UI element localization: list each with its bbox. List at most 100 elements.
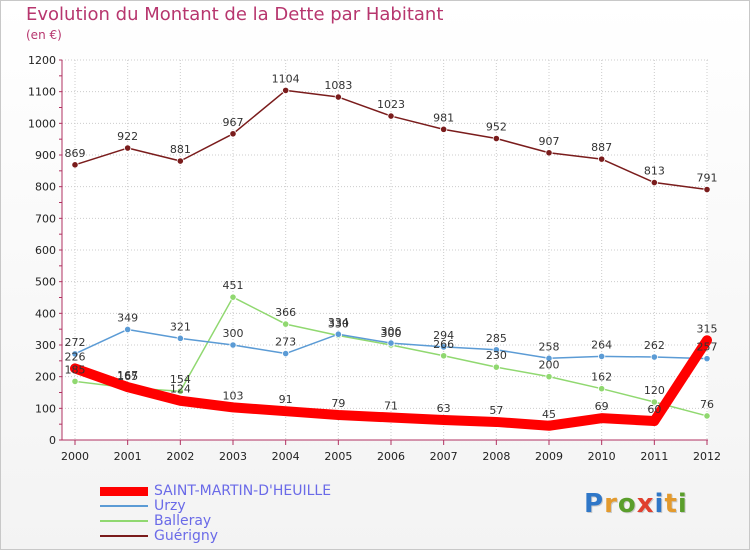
data-label: 226 bbox=[65, 350, 86, 363]
data-point bbox=[71, 377, 79, 386]
data-label: 300 bbox=[381, 327, 402, 340]
x-tick-label: 2010 bbox=[588, 450, 616, 463]
y-tick-label: 900 bbox=[35, 149, 56, 162]
chart-title: Evolution du Montant de la Dette par Hab… bbox=[26, 4, 444, 25]
data-label: 813 bbox=[644, 165, 665, 178]
data-point bbox=[544, 421, 554, 431]
data-label: 306 bbox=[381, 325, 402, 338]
data-point bbox=[598, 385, 606, 393]
data-point bbox=[703, 412, 711, 420]
data-point bbox=[124, 144, 132, 152]
legend-label: Urzy bbox=[154, 498, 186, 514]
data-point bbox=[545, 149, 553, 157]
data-label: 315 bbox=[697, 322, 718, 335]
y-tick-label: 1000 bbox=[28, 117, 56, 130]
data-label: 162 bbox=[591, 371, 612, 384]
y-tick-label: 300 bbox=[35, 339, 56, 352]
data-point bbox=[176, 387, 184, 395]
data-label: 262 bbox=[644, 339, 665, 352]
data-label: 967 bbox=[223, 116, 244, 129]
data-label: 185 bbox=[65, 363, 86, 376]
data-point bbox=[229, 130, 237, 138]
y-tick-label: 600 bbox=[35, 244, 56, 257]
data-label: 273 bbox=[275, 336, 296, 349]
data-label: 907 bbox=[539, 135, 560, 148]
y-tick-label: 200 bbox=[35, 371, 56, 384]
data-label: 1083 bbox=[324, 79, 352, 92]
data-point bbox=[650, 178, 658, 187]
data-label: 272 bbox=[65, 336, 86, 349]
legend: SAINT-MARTIN-D'HEUILLE Urzy Balleray Guérig… bbox=[100, 484, 331, 544]
legend-swatch bbox=[100, 535, 148, 537]
data-point bbox=[703, 185, 711, 194]
x-tick-label: 2008 bbox=[482, 450, 510, 463]
x-tick-label: 2006 bbox=[377, 450, 405, 463]
data-point bbox=[439, 415, 449, 425]
data-point bbox=[71, 161, 79, 169]
data-point bbox=[492, 346, 500, 354]
data-label: 1023 bbox=[377, 98, 405, 111]
data-point bbox=[492, 363, 500, 371]
y-tick-label: 700 bbox=[35, 212, 56, 225]
data-label: 257 bbox=[697, 341, 718, 354]
data-label: 451 bbox=[223, 279, 244, 292]
data-label: 922 bbox=[117, 130, 138, 143]
x-tick-label: 2002 bbox=[166, 450, 194, 463]
y-tick-label: 1200 bbox=[28, 54, 56, 67]
x-tick-label: 2000 bbox=[61, 450, 89, 463]
legend-swatch bbox=[100, 505, 148, 507]
data-point bbox=[440, 352, 448, 360]
x-tick-label: 2012 bbox=[693, 450, 721, 463]
data-label: 952 bbox=[486, 121, 507, 134]
data-label: 69 bbox=[595, 400, 609, 413]
x-tick-label: 2005 bbox=[324, 450, 352, 463]
data-point bbox=[70, 363, 80, 373]
data-point bbox=[440, 125, 448, 133]
data-label: 120 bbox=[644, 384, 665, 397]
data-label: 167 bbox=[117, 369, 138, 382]
data-point bbox=[650, 353, 658, 361]
legend-item: Guérigny bbox=[100, 529, 331, 544]
x-tick-label: 2003 bbox=[219, 450, 247, 463]
data-label: 294 bbox=[433, 329, 454, 342]
data-point bbox=[650, 398, 658, 406]
data-label: 230 bbox=[486, 349, 507, 362]
plot-area bbox=[62, 60, 708, 440]
data-label: 349 bbox=[117, 311, 138, 324]
data-label: 76 bbox=[700, 398, 714, 411]
data-point bbox=[387, 112, 395, 120]
x-tick-label: 2004 bbox=[272, 450, 300, 463]
legend-label: Guérigny bbox=[154, 528, 219, 544]
x-tick-label: 2001 bbox=[114, 450, 142, 463]
data-label: 154 bbox=[170, 373, 191, 386]
data-label: 258 bbox=[539, 340, 560, 353]
data-label: 103 bbox=[223, 389, 244, 402]
data-point bbox=[387, 339, 395, 347]
legend-item: SAINT-MARTIN-D'HEUILLE bbox=[100, 484, 331, 499]
data-label: 57 bbox=[489, 404, 503, 417]
data-label: 791 bbox=[697, 172, 718, 185]
data-point bbox=[702, 335, 712, 345]
data-point bbox=[228, 402, 238, 412]
data-label: 981 bbox=[433, 111, 454, 124]
data-label: 285 bbox=[486, 332, 507, 345]
proxiti-logo: Proxiti bbox=[584, 489, 688, 519]
data-label: 881 bbox=[170, 143, 191, 156]
data-point bbox=[176, 334, 184, 342]
data-point bbox=[229, 293, 237, 301]
chart-subtitle: (en €) bbox=[26, 28, 62, 42]
y-tick-label: 1100 bbox=[28, 86, 56, 99]
data-label: 1104 bbox=[272, 72, 300, 85]
data-label: 91 bbox=[279, 393, 293, 406]
data-label: 887 bbox=[591, 141, 612, 154]
data-point bbox=[491, 417, 501, 427]
data-label: 330 bbox=[328, 318, 349, 331]
y-tick-label: 0 bbox=[49, 434, 56, 447]
data-point bbox=[598, 155, 606, 163]
data-point bbox=[124, 325, 132, 334]
data-point bbox=[440, 343, 448, 351]
data-label: 366 bbox=[275, 306, 296, 319]
data-label: 165 bbox=[117, 370, 138, 383]
y-tick-label: 500 bbox=[35, 276, 56, 289]
